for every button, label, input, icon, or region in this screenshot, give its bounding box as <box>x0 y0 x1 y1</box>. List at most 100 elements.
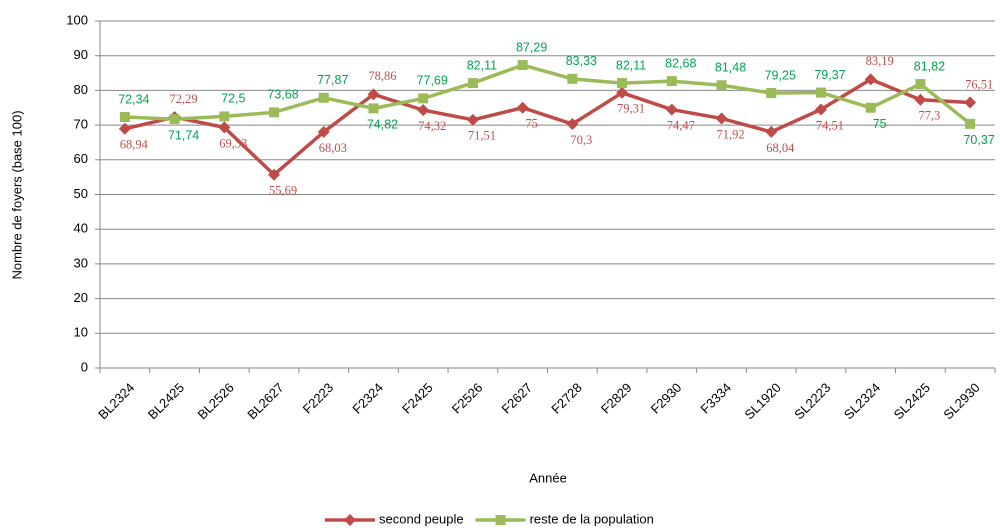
data-label: 71,74 <box>168 128 199 142</box>
data-label: 69,33 <box>219 136 247 150</box>
data-point <box>317 125 330 138</box>
x-tick-label: F3334 <box>697 380 734 417</box>
data-label: 87,29 <box>516 40 547 54</box>
data-point <box>219 111 230 122</box>
x-tick-label: F2930 <box>648 380 685 417</box>
x-tick-label: F2324 <box>349 380 386 417</box>
data-label: 83,33 <box>566 54 597 68</box>
y-tick-label: 0 <box>81 359 88 374</box>
x-tick-label: BL2627 <box>244 380 286 422</box>
data-point <box>466 113 479 126</box>
data-label: 68,04 <box>766 141 795 155</box>
data-point <box>766 88 777 99</box>
x-tick-label: F2627 <box>499 380 536 417</box>
data-label: 70,3 <box>570 133 592 147</box>
data-label: 77,87 <box>317 73 348 87</box>
data-point <box>467 78 478 89</box>
data-label: 79,25 <box>765 68 796 82</box>
data-point <box>865 102 876 113</box>
data-label: 82,11 <box>616 58 646 72</box>
data-point <box>617 78 628 89</box>
data-point <box>417 104 430 117</box>
data-label: 75 <box>873 117 887 131</box>
x-tick-label: BL2526 <box>195 380 237 422</box>
data-label: 73,68 <box>267 88 298 102</box>
y-tick-label: 10 <box>74 325 88 340</box>
data-label: 76,51 <box>965 77 993 91</box>
data-point <box>914 93 927 106</box>
data-point <box>516 101 529 114</box>
data-label: 81,48 <box>715 61 746 75</box>
data-point <box>716 80 727 91</box>
y-tick-label: 20 <box>74 290 88 305</box>
data-point <box>965 118 976 129</box>
data-point <box>814 103 827 116</box>
legend-label: reste de la population <box>530 511 654 526</box>
data-label: 79,37 <box>814 68 845 82</box>
data-point <box>119 111 130 122</box>
y-tick-label: 70 <box>74 117 88 132</box>
y-tick-label: 60 <box>74 151 88 166</box>
x-tick-label: SL2324 <box>841 380 883 422</box>
legend-marker <box>495 515 506 525</box>
data-point <box>269 107 280 118</box>
data-label: 74,82 <box>367 118 398 132</box>
x-tick-label: F2526 <box>449 380 486 417</box>
data-point <box>368 103 379 114</box>
data-label: 72,34 <box>118 92 149 106</box>
data-label: 68,03 <box>319 141 347 155</box>
data-label: 82,11 <box>467 58 497 72</box>
y-tick-label: 30 <box>74 255 88 270</box>
y-axis-title: Nombre de foyers (base 100) <box>9 110 24 279</box>
y-tick-label: 50 <box>74 186 88 201</box>
data-label: 74,47 <box>667 118 695 132</box>
data-label: 55,69 <box>269 184 297 198</box>
x-tick-label: SL2223 <box>791 380 833 422</box>
y-tick-label: 40 <box>74 221 88 236</box>
data-point <box>815 87 826 98</box>
data-point <box>118 122 131 135</box>
legend-label: second peuple <box>379 511 464 526</box>
series-line <box>124 77 971 178</box>
x-tick-label: F2223 <box>300 380 337 417</box>
data-point <box>567 73 578 84</box>
y-tick-label: 80 <box>74 82 88 97</box>
data-label: 71,92 <box>716 127 744 141</box>
x-tick-label: SL2425 <box>891 380 933 422</box>
data-point <box>268 168 281 181</box>
data-point <box>318 92 329 103</box>
data-point <box>665 103 678 116</box>
data-label: 79,31 <box>617 102 645 116</box>
x-tick-label: SL1920 <box>741 380 783 422</box>
data-label: 71,51 <box>468 129 496 143</box>
data-label: 72,5 <box>221 92 245 106</box>
legend-marker <box>344 514 356 526</box>
x-axis-title: Année <box>529 470 567 485</box>
y-tick-label: 90 <box>74 47 88 62</box>
series-line <box>124 63 972 126</box>
x-tick-label: F2829 <box>598 380 635 417</box>
data-point <box>218 121 231 134</box>
data-point <box>169 114 180 125</box>
data-point <box>715 112 728 125</box>
data-point <box>765 125 778 138</box>
data-label: 77,69 <box>417 74 448 88</box>
data-point <box>666 76 677 87</box>
y-tick-label: 100 <box>66 12 88 27</box>
x-tick-label: SL2930 <box>940 380 982 422</box>
x-tick-label: F2728 <box>548 380 585 417</box>
data-label: 72,29 <box>170 92 198 106</box>
data-label: 74,32 <box>418 119 446 133</box>
data-label: 75 <box>525 117 538 131</box>
data-point <box>964 96 977 109</box>
x-tick-label: BL2324 <box>95 380 137 422</box>
data-label: 83,19 <box>866 54 894 68</box>
data-point <box>915 79 926 90</box>
x-tick-label: BL2425 <box>145 380 187 422</box>
data-label: 77,3 <box>918 109 940 123</box>
x-tick-label: F2425 <box>399 380 436 417</box>
data-point <box>367 88 380 101</box>
data-label: 74,51 <box>816 118 844 132</box>
